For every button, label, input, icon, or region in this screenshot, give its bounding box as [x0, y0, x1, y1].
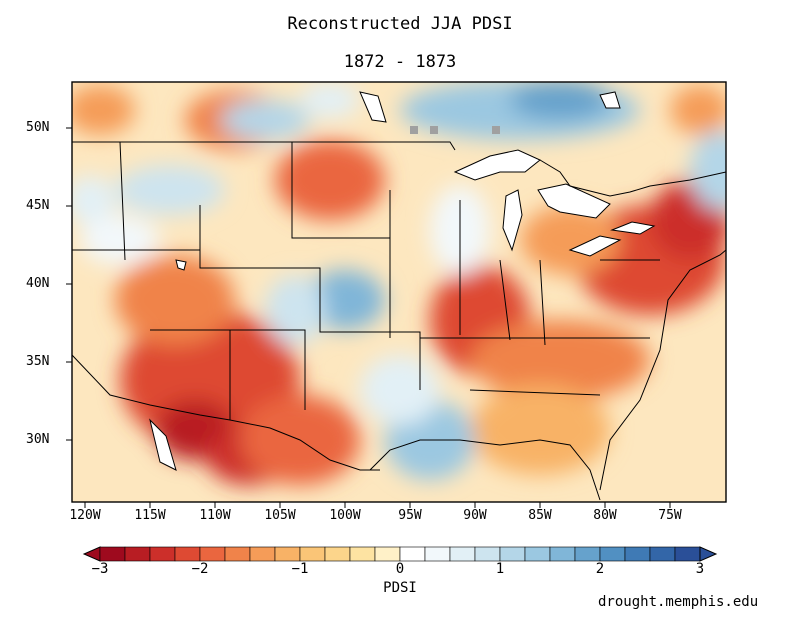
colorbar-swatch — [174, 546, 201, 562]
colorbar-swatch — [299, 546, 326, 562]
great-salt-lake — [175, 259, 187, 271]
colorbar-swatch — [574, 546, 601, 562]
lat-label-35n: 35N — [26, 354, 50, 369]
atlantic-coastline — [599, 249, 727, 491]
lon-label-80w: 80W — [593, 508, 617, 523]
colorbar-tick-label: −1 — [291, 561, 309, 577]
colorbar-swatch — [499, 546, 526, 562]
colorbar-tick-label: −3 — [91, 561, 109, 577]
colorbar-swatch — [424, 546, 451, 562]
missing-cell — [492, 126, 500, 134]
lake-winnipeg — [359, 91, 387, 123]
colorbar-swatch — [224, 546, 251, 562]
missing-cell — [430, 126, 438, 134]
colorbar-swatch — [149, 546, 176, 562]
colorbar-swatch — [374, 546, 401, 562]
missing-data-cells — [410, 126, 500, 134]
colorbar-swatch — [324, 546, 351, 562]
colorbar-swatch — [674, 546, 701, 562]
map-frame — [71, 81, 727, 503]
colorbar-swatch — [99, 546, 126, 562]
colorbar-swatch — [449, 546, 476, 562]
colorbar-tick-label: 1 — [495, 561, 505, 577]
pdsi-field — [72, 82, 726, 502]
us-canada-border — [72, 141, 456, 151]
colorbar-swatch — [124, 546, 151, 562]
colorbar — [82, 546, 718, 562]
colorbar-tick-label: 2 — [595, 561, 605, 577]
colorbar-swatch — [624, 546, 651, 562]
political-borders — [71, 141, 727, 501]
lake-michigan — [502, 189, 523, 252]
lon-label-115w: 115W — [134, 508, 166, 523]
lon-label-120w: 120W — [69, 508, 101, 523]
us-mexico-border — [71, 354, 380, 471]
colorbar-swatch — [599, 546, 626, 562]
us-canada-border-east — [539, 159, 727, 197]
colorbar-swatch — [549, 546, 576, 562]
colorbar-swatch — [274, 546, 301, 562]
lat-label-40n: 40N — [26, 276, 50, 291]
colorbar-min-arrow — [82, 546, 101, 562]
colorbar-swatch — [349, 546, 376, 562]
map-subtitle: 1872 - 1873 — [343, 52, 457, 72]
gulf-coastline — [369, 439, 601, 501]
axis-ticks — [66, 127, 671, 508]
colorbar-max-arrow — [699, 546, 718, 562]
colorbar-tick-label: 3 — [695, 561, 705, 577]
lon-label-90w: 90W — [463, 508, 487, 523]
colorbar-swatch — [474, 546, 501, 562]
colorbar-swatch — [249, 546, 276, 562]
colorbar-tick-label: 0 — [395, 561, 405, 577]
lat-label-50n: 50N — [26, 120, 50, 135]
lon-label-95w: 95W — [398, 508, 422, 523]
lake-huron — [537, 183, 611, 219]
lake-erie — [568, 235, 622, 257]
missing-cell — [410, 126, 418, 134]
lon-label-110w: 110W — [199, 508, 231, 523]
colorbar-swatch — [524, 546, 551, 562]
lake-superior — [453, 149, 541, 181]
lon-label-105w: 105W — [264, 508, 296, 523]
lon-label-85w: 85W — [528, 508, 552, 523]
lat-label-30n: 30N — [26, 432, 50, 447]
colorbar-swatch — [199, 546, 226, 562]
lake-ontario — [610, 221, 656, 235]
lon-label-75w: 75W — [658, 508, 682, 523]
lat-label-45n: 45N — [26, 198, 50, 213]
state-borders — [72, 141, 660, 420]
colorbar-swatch — [399, 546, 426, 562]
credit-text: drought.memphis.edu — [598, 594, 759, 610]
colorbar-tick-label: −2 — [191, 561, 209, 577]
colorbar-title: PDSI — [383, 580, 417, 596]
gulf-of-california — [149, 418, 177, 471]
map-title: Reconstructed JJA PDSI — [287, 14, 513, 34]
colorbar-swatch — [649, 546, 676, 562]
northern-lake — [599, 91, 621, 109]
lon-label-100w: 100W — [329, 508, 361, 523]
water-bodies — [149, 91, 656, 471]
